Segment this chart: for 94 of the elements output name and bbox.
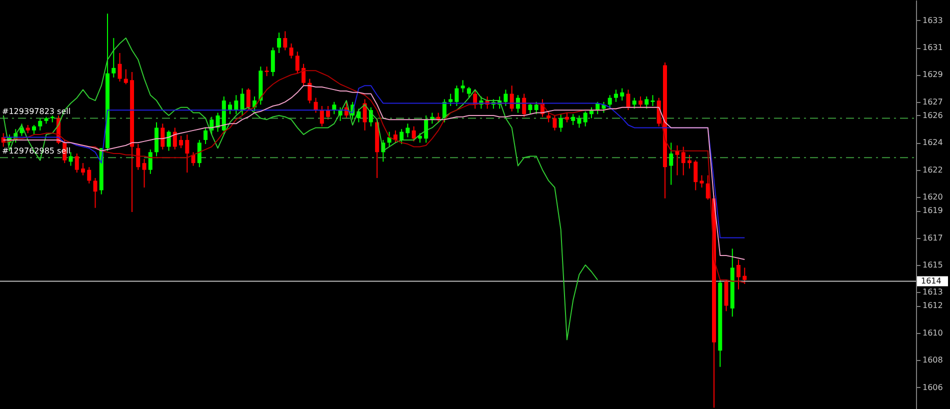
candlestick: [112, 38, 116, 78]
y-tick-label: 1613: [922, 288, 943, 297]
y-tick-label: 1617: [922, 233, 943, 242]
candlestick: [694, 160, 698, 191]
candlestick: [191, 152, 196, 166]
line-series: [2, 38, 598, 340]
y-tick-label: 1622: [922, 165, 943, 174]
y-tick-label: 1608: [922, 356, 943, 365]
y-tick-label: 1612: [922, 301, 943, 310]
candlestick: [644, 96, 649, 110]
candlestick: [295, 51, 300, 74]
candlestick: [197, 139, 202, 168]
candlestick: [448, 93, 453, 106]
candlestick: [38, 118, 42, 131]
candlestick: [393, 130, 398, 144]
y-tick-label: 1615: [922, 260, 943, 270]
candlestick: [614, 89, 618, 102]
candlestick: [74, 153, 79, 174]
candlestick: [400, 128, 404, 145]
candlestick: [124, 68, 128, 85]
candlestick: [362, 98, 367, 131]
y-tick-label: 1627: [922, 97, 943, 106]
candlestick: [424, 115, 428, 144]
candlestick: [166, 130, 171, 152]
candlestick: [626, 89, 630, 111]
candlestick: [650, 94, 655, 106]
candlestick: [185, 134, 190, 174]
candlestick: [564, 112, 569, 123]
candlestick: [687, 154, 692, 169]
candlestick: [332, 101, 336, 115]
y-tick-label: 1620: [922, 192, 943, 202]
candlestick: [320, 105, 324, 127]
candlestick: [700, 174, 704, 188]
candlestick: [706, 174, 710, 200]
candlestick: [270, 47, 275, 77]
candlestick: [228, 101, 232, 115]
y-tick-label: 1633: [922, 16, 943, 25]
y-tick-label: 1610: [922, 328, 943, 338]
y-tick-label: 1631: [922, 43, 943, 52]
candlestick: [87, 166, 92, 184]
candlestick: [93, 178, 98, 208]
candlestick: [466, 86, 471, 98]
candlestick: [620, 88, 624, 102]
candlestick: [522, 93, 526, 118]
candlestick: [136, 144, 140, 170]
candlestick: [558, 114, 563, 132]
candlestick: [314, 97, 318, 114]
candlestick: [406, 123, 410, 138]
candlestick: [552, 115, 557, 131]
candlestick: [246, 88, 250, 111]
candlestick: [240, 88, 244, 116]
candlestick: [460, 80, 465, 93]
candlestick: [418, 132, 422, 144]
candlestick: [160, 123, 165, 150]
candlestick: [534, 101, 538, 115]
candlestick: [81, 162, 86, 176]
candlestick: [632, 97, 636, 110]
candlestick: [681, 146, 686, 176]
candlestick: [583, 110, 588, 127]
y-tick-label: 1606: [922, 382, 943, 392]
candlestick: [179, 135, 184, 149]
y-tick-label: 1624: [922, 138, 943, 148]
candlestick: [387, 131, 392, 148]
candlestick: [504, 89, 508, 106]
candlestick: [608, 94, 612, 110]
candlestick: [264, 66, 269, 77]
candlestick: [577, 115, 582, 128]
ref-line-label: 1614: [921, 276, 942, 286]
y-tick-label: 1619: [922, 206, 943, 216]
candlestick: [277, 32, 282, 54]
candlestick: [510, 85, 514, 112]
candlestick: [142, 158, 146, 188]
candlestick: [68, 152, 73, 166]
candlestick: [289, 42, 294, 59]
candlestick: [302, 63, 306, 86]
candlestick: [234, 94, 238, 115]
candlestick: [308, 78, 312, 104]
candlestick: [571, 114, 576, 126]
candlestick: [283, 30, 288, 51]
candlestick: [638, 96, 642, 108]
candlestick: [326, 105, 330, 120]
candlestick: [204, 127, 208, 145]
candlestick: [454, 85, 459, 106]
y-tick-label: 1629: [922, 70, 943, 80]
candlestick: [528, 102, 532, 115]
candlestick: [118, 52, 122, 82]
candlestick: [148, 148, 152, 174]
y-tick-label: 1626: [922, 111, 943, 120]
candlestick: [736, 259, 741, 290]
candlestick: [412, 126, 416, 142]
candlestick: [669, 142, 674, 186]
candlestick: [172, 127, 177, 150]
candlestick: [742, 267, 747, 284]
candlestick: [32, 124, 36, 136]
